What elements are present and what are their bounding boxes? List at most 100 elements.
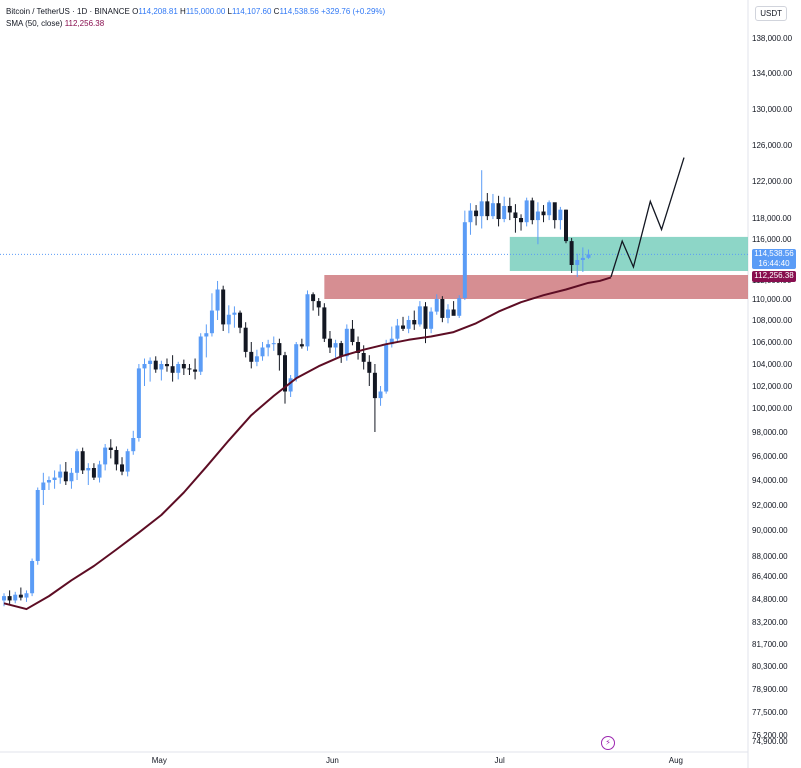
candle (249, 342, 254, 369)
candle (260, 342, 265, 361)
candle (243, 322, 248, 358)
candle (153, 356, 158, 373)
candle-body (344, 328, 349, 357)
supply-zone (324, 275, 748, 299)
legend-close: 114,538.56 (279, 7, 319, 16)
candle-body (103, 447, 108, 465)
candle (569, 237, 574, 273)
candle-body (69, 472, 74, 482)
candle (148, 357, 153, 382)
price-tick-label: 90,000.00 (752, 526, 788, 535)
candle-body (575, 260, 580, 265)
candle (513, 204, 518, 233)
candle (547, 200, 552, 221)
candle (136, 364, 141, 442)
candle (209, 293, 214, 337)
candle-body (46, 480, 51, 483)
candle (170, 355, 175, 382)
candle-body (221, 289, 226, 325)
candle (97, 460, 102, 483)
candle-body (215, 289, 220, 311)
candle-body (131, 438, 136, 452)
candle-body (91, 468, 96, 478)
candle-body (24, 593, 29, 598)
candle-body (378, 391, 383, 399)
chart-legend[interactable]: Bitcoin / TetherUS · 1D · BINANCE O114,2… (6, 6, 385, 30)
candle-body (80, 451, 85, 471)
candle-body (333, 343, 338, 348)
candle (445, 304, 450, 324)
candle (125, 448, 130, 477)
price-axis[interactable]: 138,000.00 134,000.00 130,000.00 126,000.00… (752, 34, 793, 746)
price-tick-label: 78,900.00 (752, 685, 788, 694)
candle (524, 197, 529, 227)
price-tick-label: 96,000.00 (752, 452, 788, 461)
candle (69, 468, 74, 489)
price-tick-label: 80,300.00 (752, 662, 788, 671)
candle (271, 336, 276, 351)
candle-body (75, 451, 80, 473)
price-tick-label: 81,700.00 (752, 640, 788, 649)
candle (564, 209, 568, 244)
candle-body (193, 369, 198, 372)
candle (24, 590, 29, 602)
demand-zone (509, 236, 748, 271)
candle-body (339, 343, 344, 357)
candles-layer (2, 170, 591, 607)
lightning-icon[interactable]: ⚡ (601, 736, 615, 750)
candle (367, 355, 372, 386)
candle (75, 448, 80, 480)
candle (142, 358, 147, 386)
candle-body (238, 312, 243, 328)
candle (204, 324, 209, 358)
candle-body (97, 464, 102, 478)
time-axis[interactable]: May Jun Jul Aug (152, 756, 683, 765)
candle-body (547, 202, 552, 216)
candle (41, 472, 46, 505)
candle-body (226, 314, 231, 325)
candle-body (457, 298, 462, 316)
candle (378, 386, 383, 406)
projection-layer (610, 157, 685, 278)
candle-body (204, 333, 209, 337)
candle (238, 310, 243, 334)
candle-body (159, 364, 164, 370)
candle-body (142, 364, 147, 369)
candle (294, 342, 299, 382)
candle (417, 301, 422, 327)
candle (468, 203, 473, 235)
candle-body (294, 344, 299, 379)
candle-body (519, 218, 524, 223)
candle-body (35, 490, 40, 561)
legend-symbol-row: Bitcoin / TetherUS · 1D · BINANCE O114,2… (6, 6, 385, 18)
candle (507, 197, 512, 221)
candle-body (52, 477, 57, 480)
candle-body (468, 210, 473, 223)
price-tick-label: 100,000.00 (752, 404, 793, 413)
time-tick-label: Jul (495, 756, 505, 765)
price-tick-label: 77,500.00 (752, 708, 788, 717)
candle (327, 331, 332, 353)
candle (91, 463, 96, 480)
legend-low: 114,107.60 (231, 7, 272, 16)
sma-line (3, 276, 612, 611)
candle-body (502, 205, 507, 220)
candle (46, 476, 51, 490)
candle-body (198, 336, 203, 372)
candle (13, 591, 18, 604)
current-price-badge: 114,538.56 16:44:40 (752, 249, 796, 269)
candle-body (395, 325, 400, 339)
candle (226, 305, 231, 334)
candle-body (474, 210, 479, 217)
candle-body (243, 327, 248, 352)
price-tick-label: 122,000.00 (752, 177, 793, 186)
legend-h-label: H (180, 7, 186, 16)
currency-button[interactable]: USDT (755, 6, 787, 21)
candle-body (58, 471, 63, 478)
candle-body (277, 343, 282, 356)
price-tick-label: 76,200.00 (752, 731, 788, 740)
price-tick-label: 126,000.00 (752, 141, 793, 150)
candle-body (316, 301, 321, 308)
candle-body (434, 299, 439, 312)
